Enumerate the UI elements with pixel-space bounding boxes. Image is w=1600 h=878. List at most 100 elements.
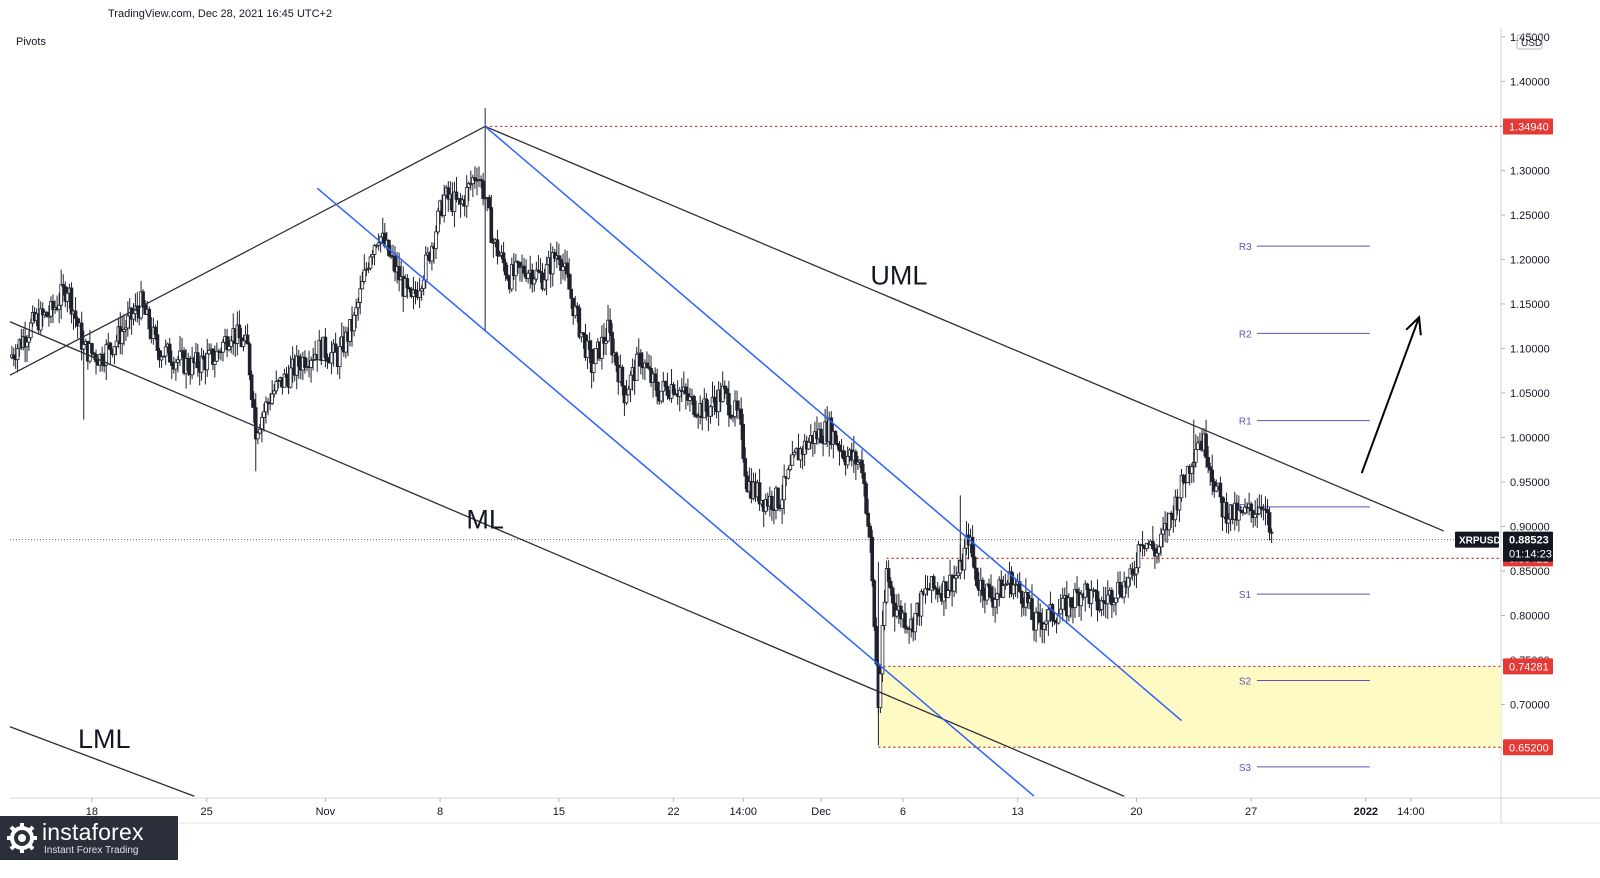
- candle-body: [647, 366, 651, 369]
- candle-body: [205, 353, 210, 371]
- candle-body: [776, 487, 780, 509]
- pivot-label: P: [1239, 503, 1246, 514]
- candle-body: [727, 393, 731, 416]
- price-tick-label: 0.85000: [1510, 566, 1550, 578]
- pivot-label: S1: [1239, 590, 1252, 601]
- candle-body: [417, 290, 422, 298]
- candle-body: [923, 588, 928, 595]
- candle-body: [532, 278, 537, 285]
- candle-body: [645, 362, 649, 368]
- candle-body: [1224, 501, 1229, 524]
- candle-body: [696, 415, 700, 418]
- candle-body: [79, 322, 84, 350]
- candle-body: [61, 284, 66, 288]
- candle-body: [221, 341, 225, 353]
- candle-body: [837, 444, 842, 452]
- candle-body: [1013, 583, 1018, 586]
- candle-body: [1214, 485, 1219, 492]
- candle-body: [47, 315, 51, 318]
- candle-body: [1151, 540, 1155, 550]
- candle-body: [864, 483, 868, 514]
- candle-body: [174, 361, 178, 370]
- candle-body: [45, 311, 49, 317]
- candle-body: [436, 210, 440, 233]
- price-tick-label: 1.10000: [1510, 343, 1550, 355]
- candle-body: [1144, 542, 1149, 549]
- candle-body: [868, 525, 872, 538]
- candle-body: [92, 352, 96, 355]
- candle-body: [225, 336, 229, 351]
- candle-body: [260, 417, 264, 430]
- candle-body: [1204, 433, 1208, 458]
- candle-body: [530, 269, 535, 285]
- price-tick-label: 1.15000: [1510, 299, 1550, 311]
- candle-body: [1003, 584, 1008, 587]
- candle-body: [665, 385, 670, 396]
- candle-body: [602, 336, 606, 344]
- candle-body: [731, 416, 735, 419]
- candle-body: [880, 625, 885, 675]
- candle-body: [199, 355, 204, 373]
- candle-body: [155, 334, 160, 351]
- candle-body: [1026, 591, 1030, 604]
- candle-body: [73, 310, 78, 319]
- price-tick-label: 1.20000: [1510, 254, 1550, 266]
- candle-body: [157, 350, 162, 361]
- candle-body: [743, 458, 748, 477]
- candle-body: [473, 177, 477, 181]
- candle-body: [245, 334, 250, 345]
- candle-body: [620, 366, 625, 387]
- candle-body: [974, 567, 979, 587]
- candle-body: [989, 586, 993, 599]
- candle-body: [1259, 506, 1264, 510]
- candle-body: [1079, 593, 1083, 607]
- candle-body: [671, 384, 676, 395]
- level-price-label: 0.65200: [1509, 742, 1549, 754]
- candle-body: [589, 349, 594, 373]
- candle-body: [11, 354, 16, 359]
- candle-body: [147, 308, 152, 330]
- indicator-label[interactable]: Pivots: [16, 36, 46, 48]
- candle-body: [195, 352, 200, 369]
- candle-body: [587, 340, 592, 350]
- candle-body: [567, 273, 571, 290]
- candle-body: [604, 340, 608, 344]
- candle-body: [1126, 577, 1131, 588]
- candle-body: [581, 332, 586, 336]
- candle-body: [495, 239, 500, 257]
- candle-body: [407, 287, 412, 290]
- watermark-brand: instaforex: [42, 819, 144, 845]
- candle-body: [272, 390, 277, 395]
- candle-body: [866, 512, 870, 527]
- candle-body: [247, 343, 252, 376]
- time-tick-label: 27: [1245, 806, 1257, 818]
- level-price-tag: [1503, 118, 1553, 135]
- level-price-tag: [1503, 739, 1553, 756]
- candle-body: [725, 388, 729, 394]
- candle-body: [374, 244, 379, 247]
- chart-annotation-uml: UML: [870, 260, 927, 290]
- candle-body: [430, 246, 434, 262]
- candle-body: [284, 373, 289, 378]
- candle-body: [780, 499, 784, 509]
- candle-body: [393, 256, 397, 273]
- candle-body: [126, 315, 130, 329]
- candle-body: [557, 255, 561, 260]
- candle-body: [735, 400, 739, 411]
- candle-body: [325, 357, 330, 362]
- candle-body: [870, 536, 875, 582]
- candle-body: [624, 394, 629, 404]
- candle-body: [833, 430, 838, 444]
- time-tick-label: 2022: [1354, 806, 1378, 818]
- candle-body: [770, 495, 774, 510]
- candle-body: [256, 432, 260, 440]
- candle-body: [720, 385, 725, 402]
- bar-countdown-label: 01:14:23: [1509, 549, 1552, 561]
- time-tick-label: 20: [1130, 806, 1142, 818]
- candle-body: [856, 461, 860, 465]
- candle-body: [1093, 589, 1098, 592]
- candle-body: [509, 264, 514, 290]
- candle-body: [1189, 466, 1194, 474]
- lower-median-line: [9, 726, 195, 797]
